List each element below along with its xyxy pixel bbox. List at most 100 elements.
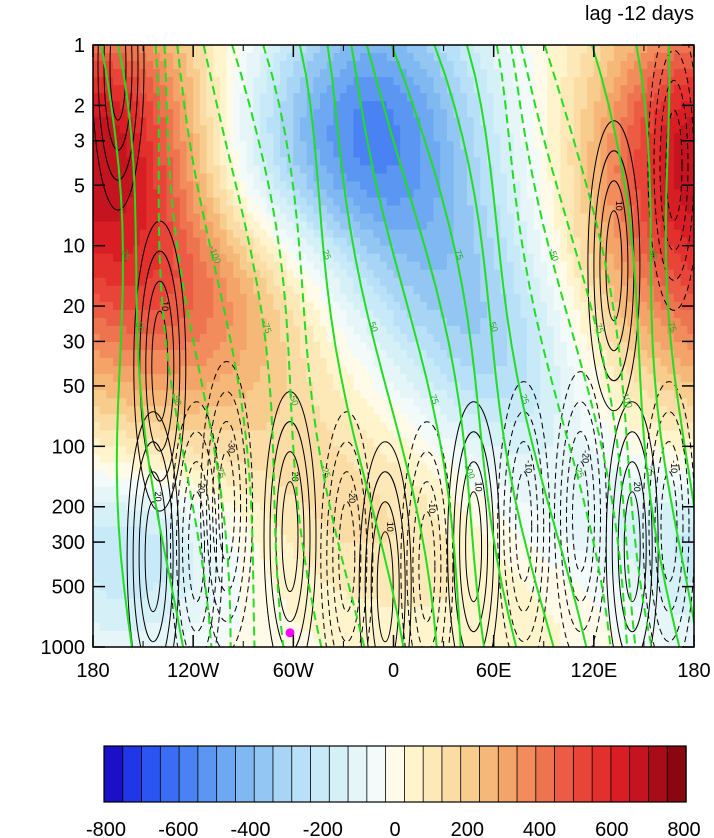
field-cell bbox=[99, 213, 107, 223]
field-cell bbox=[353, 197, 361, 207]
field-cell bbox=[426, 197, 435, 207]
field-cell bbox=[500, 45, 508, 54]
field-cell bbox=[433, 582, 441, 592]
field-cell bbox=[366, 390, 375, 399]
field-cell bbox=[279, 630, 288, 640]
field-cell bbox=[139, 133, 148, 142]
field-cell bbox=[293, 494, 301, 504]
field-cell bbox=[186, 534, 194, 544]
field-cell bbox=[453, 245, 461, 255]
field-cell bbox=[360, 205, 368, 215]
field-cell bbox=[466, 181, 475, 191]
field-cell bbox=[273, 382, 281, 391]
field-cell bbox=[139, 69, 148, 78]
field-cell bbox=[386, 382, 395, 391]
field-cell bbox=[460, 486, 468, 496]
field-cell bbox=[219, 470, 228, 480]
field-cell bbox=[199, 526, 208, 536]
field-cell bbox=[520, 341, 528, 351]
field-cell bbox=[360, 486, 368, 496]
field-cell bbox=[99, 189, 107, 199]
field-cell bbox=[119, 502, 127, 512]
field-cell bbox=[93, 213, 101, 223]
field-cell bbox=[179, 390, 188, 399]
field-cell bbox=[186, 221, 194, 231]
field-cell bbox=[233, 486, 241, 496]
field-cell bbox=[326, 333, 334, 343]
field-cell bbox=[507, 269, 515, 279]
field-cell bbox=[139, 189, 148, 199]
field-cell bbox=[99, 269, 107, 279]
field-cell bbox=[266, 382, 274, 391]
field-cell bbox=[493, 406, 501, 415]
field-cell bbox=[213, 133, 221, 142]
field-cell bbox=[293, 181, 301, 191]
field-cell bbox=[253, 221, 261, 231]
field-cell bbox=[527, 486, 535, 496]
field-cell bbox=[493, 638, 501, 647]
field-cell bbox=[353, 109, 361, 118]
field-cell bbox=[326, 406, 334, 415]
field-cell bbox=[246, 510, 254, 520]
field-cell bbox=[286, 462, 294, 472]
field-cell bbox=[326, 157, 334, 166]
field-cell bbox=[446, 213, 455, 223]
field-cell bbox=[273, 317, 281, 327]
field-cell bbox=[500, 333, 508, 343]
field-cell bbox=[159, 502, 168, 512]
field-cell bbox=[413, 446, 421, 455]
field-cell bbox=[386, 614, 395, 624]
field-cell bbox=[460, 101, 468, 110]
field-cell bbox=[513, 534, 521, 544]
field-cell bbox=[527, 341, 535, 351]
field-cell bbox=[480, 157, 488, 166]
field-cell bbox=[507, 293, 515, 303]
field-cell bbox=[199, 494, 208, 504]
field-cell bbox=[219, 181, 228, 191]
field-cell bbox=[373, 333, 381, 343]
field-cell bbox=[486, 590, 495, 600]
field-cell bbox=[133, 446, 141, 455]
field-cell bbox=[360, 325, 368, 335]
field-cell bbox=[353, 85, 361, 94]
field-cell bbox=[493, 213, 501, 223]
field-cell bbox=[433, 333, 441, 343]
field-cell bbox=[466, 350, 475, 359]
field-cell bbox=[326, 358, 334, 367]
field-cell bbox=[493, 374, 501, 383]
field-cell bbox=[386, 77, 395, 86]
field-cell bbox=[226, 398, 234, 407]
field-cell bbox=[273, 149, 281, 158]
field-cell bbox=[166, 285, 174, 295]
field-cell bbox=[99, 406, 107, 415]
field-cell bbox=[139, 317, 148, 327]
field-cell bbox=[93, 133, 101, 142]
field-cell bbox=[293, 382, 301, 391]
field-cell bbox=[360, 253, 368, 263]
field-cell bbox=[259, 221, 268, 231]
field-cell bbox=[340, 61, 348, 70]
field-cell bbox=[99, 534, 107, 544]
field-cell bbox=[313, 237, 321, 247]
field-cell bbox=[527, 350, 535, 359]
field-cell bbox=[239, 53, 248, 62]
field-cell bbox=[513, 45, 521, 54]
field-cell bbox=[306, 149, 314, 158]
field-cell bbox=[99, 358, 107, 367]
field-cell bbox=[406, 325, 415, 335]
field-cell bbox=[466, 269, 475, 279]
field-cell bbox=[366, 69, 375, 78]
field-cell bbox=[406, 341, 415, 351]
field-cell bbox=[406, 109, 415, 118]
field-cell bbox=[273, 550, 281, 560]
field-cell bbox=[126, 550, 134, 560]
field-cell bbox=[346, 502, 355, 512]
field-cell bbox=[300, 494, 308, 504]
field-cell bbox=[413, 518, 421, 528]
field-cell bbox=[113, 510, 121, 520]
field-cell bbox=[173, 325, 181, 335]
field-cell bbox=[246, 534, 254, 544]
field-cell bbox=[480, 406, 488, 415]
field-cell bbox=[460, 125, 468, 134]
field-cell bbox=[166, 478, 174, 488]
